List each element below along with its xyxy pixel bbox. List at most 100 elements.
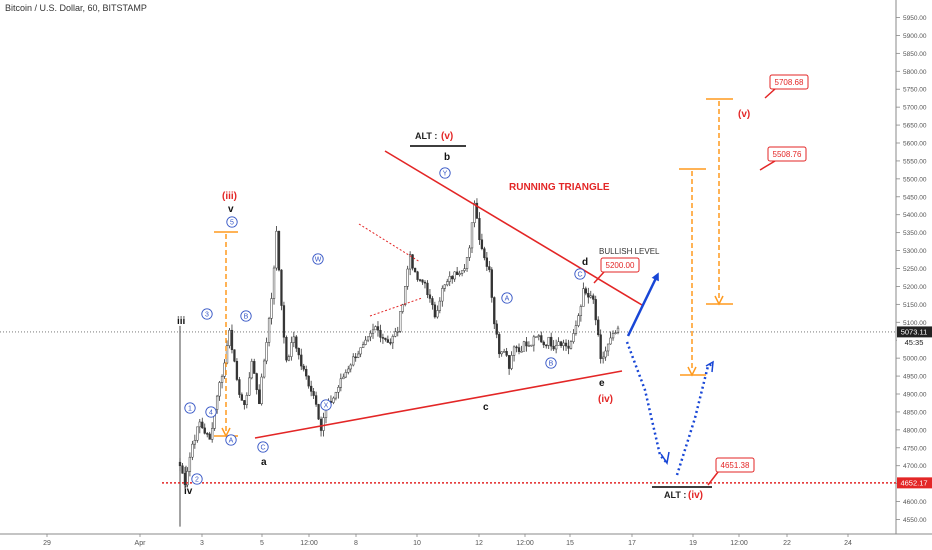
- candle-body: [428, 294, 432, 299]
- y-tick-label: 4600.00: [903, 499, 927, 506]
- recovery-projection-path: [675, 362, 713, 476]
- candle-body: [248, 377, 251, 396]
- candle-body: [300, 354, 303, 367]
- candle-body: [186, 471, 189, 486]
- candle-body: [438, 300, 441, 311]
- candle-body: [500, 351, 503, 355]
- subwave-circle: [191, 473, 203, 485]
- candle-body: [550, 336, 553, 347]
- candle-body: [554, 345, 558, 350]
- callout-4651-box: [715, 457, 755, 473]
- candle-body: [238, 379, 241, 395]
- subwave-label: 2: [195, 477, 199, 484]
- candle-body: [386, 339, 390, 343]
- candle-body: [493, 297, 496, 325]
- x-tick-label: 12:00: [516, 540, 534, 547]
- candle-body: [416, 271, 419, 280]
- candle-body: [344, 372, 347, 378]
- candle-body: [270, 298, 273, 319]
- candle-body: [522, 341, 526, 352]
- candle-body: [594, 299, 597, 321]
- candle-body: [275, 230, 278, 269]
- callout-5708-box: [769, 74, 809, 90]
- wave-label-iv: iv: [184, 486, 193, 497]
- callout-5708: 5708.68: [764, 74, 809, 99]
- candle-body: [530, 344, 533, 347]
- candle-body: [282, 305, 286, 338]
- candle-body: [310, 385, 313, 392]
- x-tick-label: 22: [783, 540, 791, 547]
- symbol-title: Bitcoin / U.S. Dollar, 60, BITSTAMP: [5, 3, 147, 13]
- candle-body: [592, 295, 595, 300]
- candle-body: [317, 404, 320, 420]
- candle-body: [537, 335, 540, 337]
- candle-body: [510, 355, 513, 369]
- candle-body: [211, 428, 214, 440]
- candle-body: [503, 351, 506, 353]
- candle-body: [359, 347, 362, 355]
- triangle-lower-trendline: [254, 370, 623, 439]
- subwave-label: 1: [188, 406, 192, 413]
- x-tick-label: 29: [43, 540, 51, 547]
- candle-body: [314, 395, 318, 405]
- candle-body: [374, 326, 377, 331]
- bearish-projection-path: [625, 341, 667, 463]
- candle-body: [433, 304, 437, 318]
- bullish-level-label: BULLISH LEVEL: [599, 247, 660, 256]
- y-tick-label: 5600.00: [903, 141, 927, 148]
- recovery-projection-arrowhead: [705, 360, 714, 373]
- candle-body: [196, 426, 199, 441]
- wave-label-iv-paren: (iv): [598, 394, 613, 405]
- candle-body: [258, 389, 261, 405]
- bearish-projection-arrowhead: [660, 451, 670, 465]
- subwave-circle: [257, 441, 269, 453]
- candle-body: [547, 336, 550, 346]
- candle-body: [394, 331, 397, 337]
- subwave-circle: [439, 167, 451, 179]
- candle-body: [292, 336, 295, 343]
- y-tick-label: 5000.00: [903, 356, 927, 363]
- subwave-circle: [225, 434, 237, 446]
- x-tick-label: 3: [200, 540, 204, 547]
- candle-body: [334, 391, 338, 399]
- candle-body: [220, 376, 224, 383]
- subwave-circle: [240, 310, 252, 322]
- candle-body: [589, 295, 592, 298]
- candle-body: [507, 355, 511, 369]
- candle-body: [411, 254, 414, 269]
- candle-body: [426, 282, 429, 296]
- y-tick-label: 4550.00: [903, 517, 927, 524]
- last-price-tag: 5073.11 45:35: [897, 326, 932, 348]
- callout-5200: 5200.00: [593, 257, 640, 284]
- subwave-circle: [320, 399, 332, 411]
- y-tick-label: 5900.00: [903, 33, 927, 40]
- candle-body: [297, 348, 300, 356]
- y-tick-label: 5350.00: [903, 230, 927, 237]
- candle-body: [369, 332, 372, 338]
- wave-label-d: d: [582, 257, 588, 268]
- candle-body: [597, 319, 600, 335]
- candle-body: [569, 341, 573, 349]
- candle-body: [191, 443, 194, 458]
- candle-body: [243, 400, 246, 405]
- candle-body: [404, 286, 407, 305]
- small-triangle-upper: [358, 223, 421, 263]
- candle-body: [616, 327, 620, 333]
- subwave-circle: [501, 292, 513, 304]
- candle-body: [485, 257, 488, 267]
- price-axis-bg[interactable]: [896, 0, 932, 534]
- candle-body: [312, 391, 315, 396]
- candle-body: [218, 382, 221, 397]
- subwave-label: C: [577, 272, 582, 279]
- candle-body: [606, 343, 610, 352]
- candle-body: [215, 395, 219, 410]
- candle-body: [557, 341, 560, 346]
- callout-5200-text: 5200.00: [606, 261, 635, 270]
- candle-body: [262, 360, 266, 378]
- candle-body: [233, 349, 236, 362]
- candle-body: [305, 368, 308, 377]
- candle-body: [364, 339, 367, 345]
- candle-body: [255, 373, 258, 391]
